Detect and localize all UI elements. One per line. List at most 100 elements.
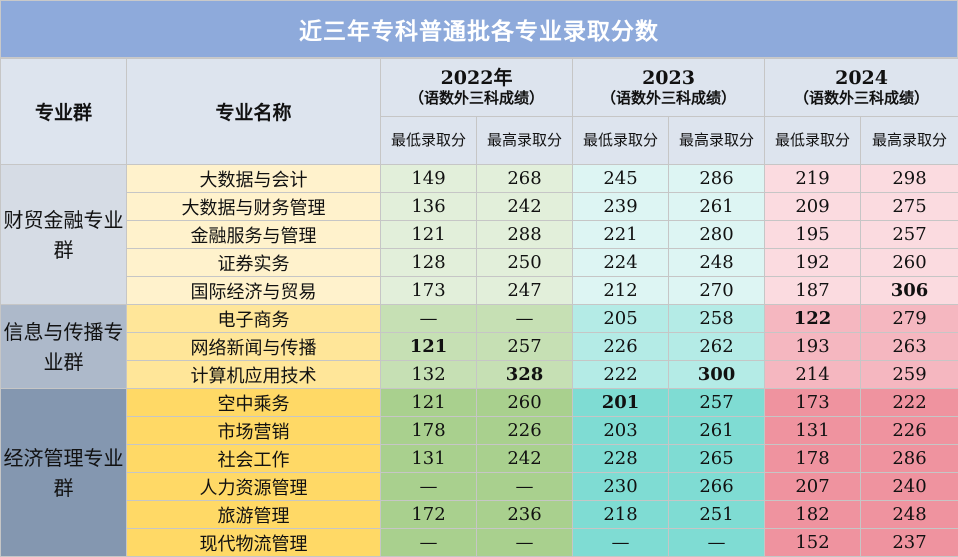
max-score-2022-cell: 247 — [475, 276, 574, 305]
year-label: 2022年 — [440, 66, 513, 89]
max-score-2024-cell: 286 — [860, 444, 958, 473]
min-score-2023-cell: 224 — [572, 248, 670, 277]
table-row: 金融服务与管理 121 288 221 280 195 257 — [1, 220, 958, 249]
min-score-2022-cell: 121 — [380, 388, 477, 417]
min-score-2023-cell: 218 — [572, 500, 670, 529]
max-score-2023-cell: 257 — [668, 388, 766, 417]
score-table: 专业群 专业名称 2022年 （语数外三科成绩） 2023 （语数外三科成绩） … — [0, 58, 958, 557]
max-score-2022-cell: — — [475, 304, 574, 333]
major-name-cell: 国际经济与贸易 — [126, 276, 381, 305]
min-score-2022-cell: 131 — [380, 444, 477, 473]
max-score-2023-cell: 270 — [668, 276, 766, 305]
major-name-cell: 大数据与财务管理 — [126, 192, 381, 221]
max-score-header-2022: 最高录取分 — [475, 116, 574, 165]
table-row: 财贸金融专业群 大数据与会计 149 268 245 286 219 298 — [0, 164, 958, 305]
major-name-cell: 金融服务与管理 — [126, 220, 381, 249]
min-score-2022-cell: — — [380, 472, 477, 501]
year-label: 2024 — [835, 66, 888, 89]
max-score-2023-cell: 266 — [668, 472, 766, 501]
group-name-cell: 财贸金融专业群 — [0, 164, 127, 305]
table-row: 计算机应用技术 132 328 222 300 214 259 — [1, 360, 958, 389]
major-name-cell: 网络新闻与传播 — [126, 332, 381, 361]
min-score-2023-cell: 230 — [572, 472, 670, 501]
year-note: （语数外三科成绩） — [409, 88, 545, 107]
max-score-2023-cell: 251 — [668, 500, 766, 529]
min-score-2023-cell: 203 — [572, 416, 670, 445]
max-score-2023-cell: 261 — [668, 192, 766, 221]
table-row: 市场营销 178 226 203 261 131 226 — [1, 416, 958, 445]
major-name-cell: 证券实务 — [126, 248, 381, 277]
max-score-2024-cell: 306 — [860, 276, 958, 305]
table-row: 大数据与财务管理 136 242 239 261 209 275 — [1, 192, 958, 221]
min-score-2023-cell: 228 — [572, 444, 670, 473]
max-score-2022-cell: — — [475, 472, 574, 501]
min-score-2022-cell: — — [380, 304, 477, 333]
max-score-2024-cell: 259 — [860, 360, 958, 389]
group-column-header: 专业群 — [0, 58, 127, 165]
min-score-2024-cell: 178 — [764, 444, 862, 473]
max-score-2023-cell: 300 — [668, 360, 766, 389]
min-score-2023-cell: 226 — [572, 332, 670, 361]
min-score-2022-cell: 149 — [380, 164, 477, 193]
min-score-2022-cell: 136 — [380, 192, 477, 221]
min-score-2023-cell: 201 — [572, 388, 670, 417]
max-score-header-2023: 最高录取分 — [668, 116, 766, 165]
page-title: 近三年专科普通批各专业录取分数 — [0, 0, 958, 58]
year-header-2022: 2022年 （语数外三科成绩） — [379, 58, 574, 117]
year-label: 2023 — [642, 66, 695, 89]
max-score-header-2024: 最高录取分 — [860, 116, 958, 165]
min-score-2024-cell: 122 — [764, 304, 862, 333]
min-score-2022-cell: 132 — [380, 360, 477, 389]
min-score-2023-cell: 222 — [572, 360, 670, 389]
min-score-2024-cell: 193 — [764, 332, 862, 361]
max-score-2024-cell: 240 — [860, 472, 958, 501]
min-score-2024-cell: 207 — [764, 472, 862, 501]
min-score-2022-cell: 173 — [380, 276, 477, 305]
max-score-2024-cell: 263 — [860, 332, 958, 361]
max-score-2023-cell: 265 — [668, 444, 766, 473]
major-name-cell: 人力资源管理 — [126, 472, 381, 501]
major-name-cell: 现代物流管理 — [126, 528, 381, 557]
table-row: 现代物流管理 — — — —152 237 — [1, 528, 958, 557]
max-score-2024-cell: 257 — [860, 220, 958, 249]
major-name-cell: 计算机应用技术 — [126, 360, 381, 389]
min-score-2024-cell: 192 — [764, 248, 862, 277]
min-score-2022-cell: 121 — [380, 332, 477, 361]
max-score-2022-cell: 236 — [475, 500, 574, 529]
year-header-2023: 2023 （语数外三科成绩） — [572, 58, 766, 117]
max-score-2024-cell: 275 — [860, 192, 958, 221]
group-name-cell: 经济管理专业群 — [0, 388, 127, 557]
min-score-2023-cell: 221 — [572, 220, 670, 249]
table-row: 证券实务 128 250 224 248 192 260 — [1, 248, 958, 277]
max-score-2022-cell: 242 — [475, 444, 574, 473]
min-score-header-2022: 最低录取分 — [380, 116, 477, 165]
min-score-2023-cell: 205 — [572, 304, 670, 333]
major-name-cell: 电子商务 — [126, 304, 381, 333]
max-score-2024-cell: 222 — [860, 388, 958, 417]
table-row: 经济管理专业群 空中乘务 121 260 201 257 173 222 — [0, 388, 958, 557]
max-score-2024-cell: 298 — [860, 164, 958, 193]
min-score-header-2023: 最低录取分 — [572, 116, 670, 165]
max-score-2024-cell: 237 — [860, 528, 958, 557]
max-score-2023-cell: 248 — [668, 248, 766, 277]
max-score-2022-cell: 260 — [475, 388, 574, 417]
min-score-2024-cell: 173 — [764, 388, 862, 417]
min-score-2022-cell: 178 — [380, 416, 477, 445]
major-name-cell: 旅游管理 — [126, 500, 381, 529]
table-row: 旅游管理 172 236 218 251 182 248 — [1, 500, 958, 529]
max-score-2023-cell: — — [668, 528, 766, 557]
major-name-cell: 大数据与会计 — [126, 164, 381, 193]
min-score-2022-cell: 172 — [380, 500, 477, 529]
min-score-2023-cell: — — [572, 528, 670, 557]
table-row: 人力资源管理 — —230 266 207 240 — [1, 472, 958, 501]
max-score-2023-cell: 258 — [668, 304, 766, 333]
max-score-2022-cell: 242 — [475, 192, 574, 221]
major-column-header: 专业名称 — [126, 58, 381, 165]
min-score-2022-cell: 128 — [380, 248, 477, 277]
max-score-2023-cell: 280 — [668, 220, 766, 249]
min-score-2023-cell: 212 — [572, 276, 670, 305]
min-score-header-2024: 最低录取分 — [764, 116, 862, 165]
max-score-2024-cell: 226 — [860, 416, 958, 445]
max-score-2022-cell: 226 — [475, 416, 574, 445]
